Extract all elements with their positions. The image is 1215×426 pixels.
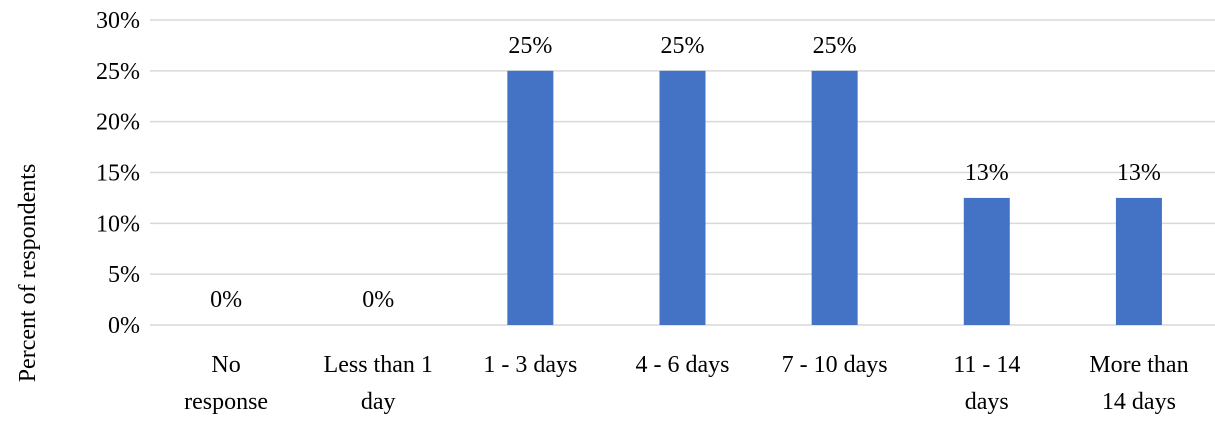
x-tick-label-line: day xyxy=(361,389,396,415)
x-tick-label: 1 - 3 days xyxy=(483,352,577,378)
x-tick-label: Less than 1 day xyxy=(324,352,433,415)
x-tick-label-line: response xyxy=(184,389,268,415)
x-tick-label: No response xyxy=(184,352,268,415)
bar xyxy=(811,70,858,325)
x-tick-label-line: 4 - 6 days xyxy=(636,352,730,378)
y-tick-label: 10% xyxy=(96,211,140,237)
data-label: 0% xyxy=(210,287,242,313)
bar xyxy=(659,70,706,325)
data-label: 13% xyxy=(965,160,1009,186)
x-tick-label-line: Less than 1 xyxy=(324,352,433,378)
y-tick-label: 30% xyxy=(96,8,140,34)
x-tick-label: More than 14 days xyxy=(1089,352,1188,415)
data-label: 25% xyxy=(661,33,705,59)
y-axis-title: Percent of respondents xyxy=(15,164,41,383)
y-tick-label: 20% xyxy=(96,110,140,136)
x-tick-label: 7 - 10 days xyxy=(782,352,888,378)
bar xyxy=(507,70,554,325)
x-tick-label: 4 - 6 days xyxy=(636,352,730,378)
x-tick-label-line: 7 - 10 days xyxy=(782,352,888,378)
bar xyxy=(1115,197,1162,325)
data-label: 0% xyxy=(362,287,394,313)
bar xyxy=(963,197,1010,325)
bars xyxy=(507,70,1162,325)
data-label: 25% xyxy=(813,33,857,59)
x-axis-ticks: No response Less than 1 day 1 - 3 days 4 - 6 … xyxy=(184,352,1189,415)
data-label: 13% xyxy=(1117,160,1161,186)
x-tick-label-line: days xyxy=(965,389,1009,415)
y-axis-ticks: 0% 5% 10% 15% 20% 25% 30% xyxy=(96,8,140,339)
y-tick-label: 15% xyxy=(96,161,140,187)
x-tick-label-line: 14 days xyxy=(1102,389,1176,415)
y-tick-label: 5% xyxy=(108,262,140,288)
y-tick-label: 25% xyxy=(96,59,140,85)
data-label: 25% xyxy=(508,33,552,59)
x-tick-label-line: No xyxy=(211,352,240,378)
x-tick-label-line: 1 - 3 days xyxy=(483,352,577,378)
x-tick-label-line: 11 - 14 xyxy=(953,352,1020,378)
data-labels: 0% 0% 25% 25% 25% 13% 13% xyxy=(210,33,1161,313)
y-tick-label: 0% xyxy=(108,313,140,339)
x-tick-label: 11 - 14 days xyxy=(953,352,1020,415)
x-tick-label-line: More than xyxy=(1089,352,1188,378)
